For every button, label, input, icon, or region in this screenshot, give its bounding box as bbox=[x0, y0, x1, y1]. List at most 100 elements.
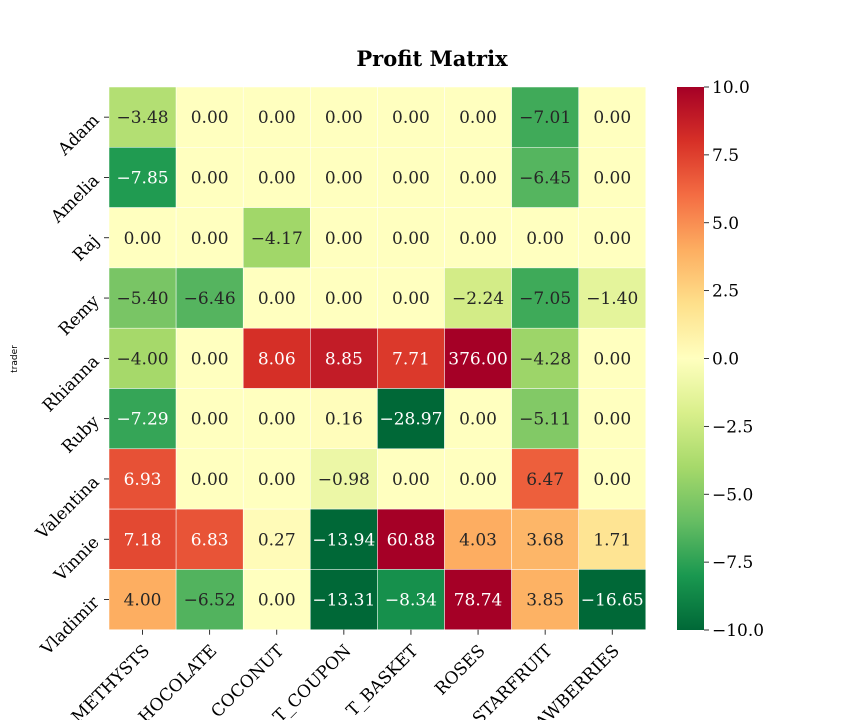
cell-value-label: 0.00 bbox=[392, 108, 430, 128]
cell-value-label: 0.00 bbox=[459, 229, 497, 249]
heatmap-cell bbox=[108, 207, 177, 269]
colorbar-tick-label: 7.5 bbox=[712, 146, 739, 166]
heatmap-cell bbox=[511, 327, 579, 389]
cell-value-label: 0.00 bbox=[392, 168, 430, 188]
heatmap-cell bbox=[108, 448, 177, 510]
x-tick-label: T_BASKET bbox=[343, 641, 423, 720]
cell-value-label: −5.40 bbox=[116, 289, 168, 309]
heatmap-cell bbox=[310, 86, 378, 148]
cell-value-label: −1.40 bbox=[586, 289, 638, 309]
cell-value-label: 0.00 bbox=[191, 108, 229, 128]
heatmap-cell bbox=[377, 388, 445, 450]
cell-value-label: −13.94 bbox=[312, 530, 375, 550]
y-axis-label: trader bbox=[10, 345, 20, 373]
cell-value-label: 0.00 bbox=[593, 229, 631, 249]
cell-value-label: −3.48 bbox=[116, 108, 168, 128]
heatmap-cell bbox=[175, 448, 244, 510]
cell-value-label: 0.00 bbox=[325, 108, 363, 128]
cell-value-label: 0.00 bbox=[258, 168, 296, 188]
heatmap-cell bbox=[578, 448, 647, 510]
cell-value-label: −2.24 bbox=[452, 289, 504, 309]
heatmap-cell bbox=[377, 448, 445, 510]
cell-value-label: 7.18 bbox=[124, 530, 162, 550]
colorbar-tick-label: −5.0 bbox=[712, 485, 753, 505]
heatmap-cell bbox=[444, 327, 512, 389]
y-tick-label: Vladimir bbox=[36, 592, 104, 660]
cell-value-label: 0.00 bbox=[258, 591, 296, 611]
colorbar-tick-label: 5.0 bbox=[712, 214, 739, 234]
heatmap-cell bbox=[444, 388, 512, 450]
cell-value-label: −7.29 bbox=[116, 410, 168, 430]
cell-value-label: 0.00 bbox=[191, 349, 229, 369]
heatmap-cell bbox=[175, 147, 244, 208]
colorbar-gradient bbox=[677, 87, 704, 630]
cell-value-label: 60.88 bbox=[387, 530, 436, 550]
heatmap-cell bbox=[175, 207, 244, 269]
heatmap-cell bbox=[242, 448, 311, 510]
cell-value-label: 0.00 bbox=[526, 229, 564, 249]
cell-value-label: 0.00 bbox=[124, 229, 162, 249]
heatmap-cell bbox=[578, 388, 647, 450]
colorbar-tick-label: −10.0 bbox=[712, 621, 764, 641]
cell-value-label: 0.00 bbox=[459, 168, 497, 188]
cell-value-label: 7.71 bbox=[392, 349, 430, 369]
heatmap-cell bbox=[444, 448, 512, 510]
heatmap-cell bbox=[310, 147, 378, 208]
colorbar-tick-label: 10.0 bbox=[712, 78, 750, 98]
cell-value-label: 3.68 bbox=[526, 530, 564, 550]
cell-value-label: 0.00 bbox=[459, 108, 497, 128]
heatmap-cell bbox=[511, 388, 579, 450]
heatmap-cell bbox=[511, 267, 579, 329]
heatmap-cell bbox=[242, 388, 311, 450]
heatmap-cell bbox=[242, 86, 311, 148]
cell-value-label: 6.83 bbox=[191, 530, 229, 550]
cell-value-label: 8.85 bbox=[325, 349, 363, 369]
heatmap-cell bbox=[377, 327, 445, 389]
cell-value-label: 376.00 bbox=[448, 349, 507, 369]
heatmap-cell bbox=[377, 86, 445, 148]
cell-value-label: −16.65 bbox=[581, 591, 644, 611]
heatmap-cell bbox=[108, 267, 177, 329]
y-tick-label: Rhianna bbox=[39, 352, 104, 417]
cell-value-label: −4.00 bbox=[116, 349, 168, 369]
heatmap-cell bbox=[377, 508, 445, 570]
heatmap-cell bbox=[578, 327, 647, 389]
y-tick-label: Valentina bbox=[32, 472, 104, 544]
heatmap-cell bbox=[578, 147, 647, 208]
x-tick-label: ROSES bbox=[431, 641, 489, 699]
heatmap-cell bbox=[444, 569, 512, 630]
colorbar-tick-label: −2.5 bbox=[712, 417, 753, 437]
heatmap-cell bbox=[310, 267, 378, 329]
heatmap-cells bbox=[108, 86, 647, 630]
cell-value-label: 0.00 bbox=[593, 349, 631, 369]
heatmap-cell bbox=[578, 569, 647, 630]
heatmap-cell bbox=[310, 327, 378, 389]
y-tick-label: Remy bbox=[55, 291, 104, 340]
cell-value-label: −7.05 bbox=[519, 289, 571, 309]
heatmap-cell bbox=[578, 508, 647, 570]
cell-value-label: 0.00 bbox=[392, 470, 430, 490]
cell-value-label: −8.34 bbox=[385, 591, 437, 611]
cell-value-label: 0.27 bbox=[258, 530, 296, 550]
cell-value-label: 0.00 bbox=[593, 470, 631, 490]
cell-value-label: 0.00 bbox=[392, 229, 430, 249]
cell-value-label: 0.00 bbox=[593, 168, 631, 188]
colorbar-tick-label: 0.0 bbox=[712, 350, 739, 370]
heatmap-cell bbox=[511, 147, 579, 208]
cell-value-label: 8.06 bbox=[258, 349, 296, 369]
colorbar-tick-label: 2.5 bbox=[712, 282, 739, 302]
heatmap-cell bbox=[242, 267, 311, 329]
y-tick-label: Vinnie bbox=[50, 533, 104, 587]
colorbar: −10.0 −7.5 −5.0 −2.5 0.0 2.5 5.0 7.5 10.0 bbox=[677, 78, 764, 641]
cell-value-label: 0.00 bbox=[258, 470, 296, 490]
y-tick-label: Raj bbox=[69, 231, 103, 265]
heatmap-cell bbox=[175, 86, 244, 148]
heatmap-cell bbox=[310, 207, 378, 269]
cell-value-label: −4.17 bbox=[251, 229, 303, 249]
y-tick-label: Amelia bbox=[47, 171, 104, 228]
cell-value-label: 0.00 bbox=[258, 289, 296, 309]
cell-value-label: 6.47 bbox=[526, 470, 564, 490]
cell-value-label: 4.03 bbox=[459, 530, 497, 550]
heatmap-cell bbox=[175, 569, 244, 630]
